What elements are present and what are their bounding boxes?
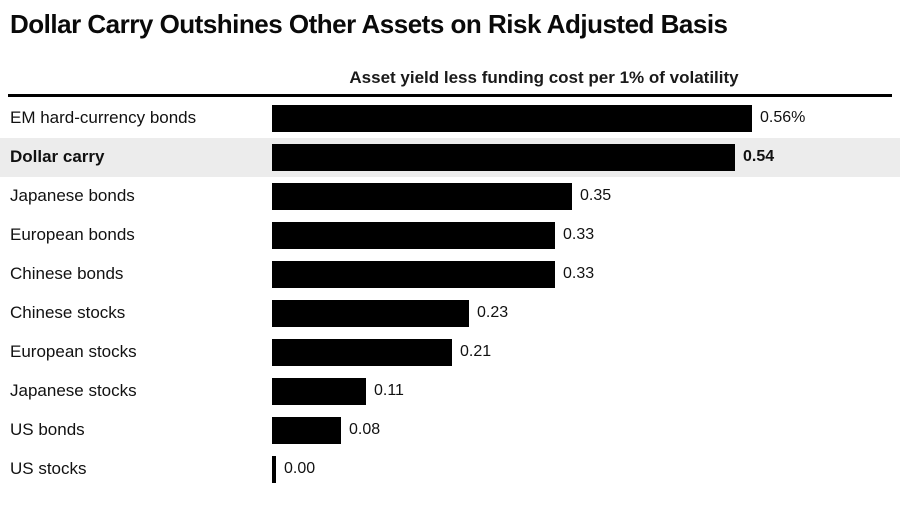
bar-area: 0.35 bbox=[272, 177, 900, 216]
category-label: Chinese bonds bbox=[10, 264, 124, 284]
bar bbox=[272, 104, 752, 132]
bar bbox=[272, 338, 452, 366]
chart-rows: EM hard-currency bonds 0.56% Dollar carr… bbox=[0, 99, 900, 489]
axis-rule bbox=[8, 93, 892, 97]
bar-area: 0.08 bbox=[272, 411, 900, 450]
bar-row: Japanese stocks 0.11 bbox=[0, 372, 900, 411]
bar-row: US bonds 0.08 bbox=[0, 411, 900, 450]
value-label: 0.33 bbox=[563, 226, 595, 244]
value-label: 0.56% bbox=[760, 109, 806, 127]
value-label: 0.54 bbox=[743, 148, 775, 166]
bar bbox=[272, 299, 469, 327]
bar-area: 0.33 bbox=[272, 216, 900, 255]
bar-row: Dollar carry 0.54 bbox=[0, 137, 900, 177]
chart-subtitle: Asset yield less funding cost per 1% of … bbox=[349, 67, 739, 87]
category-label: Chinese stocks bbox=[10, 303, 126, 323]
bar bbox=[272, 377, 366, 405]
category-label: Japanese stocks bbox=[10, 381, 137, 401]
bar-area: 0.56% bbox=[272, 99, 900, 138]
bar-row: US stocks 0.00 bbox=[0, 450, 900, 489]
bar bbox=[272, 143, 735, 171]
bar-area: 0.23 bbox=[272, 294, 900, 333]
value-label: 0.23 bbox=[477, 304, 509, 322]
bar-row: European stocks 0.21 bbox=[0, 333, 900, 372]
bar-area: 0.33 bbox=[272, 255, 900, 294]
category-label: European bonds bbox=[10, 225, 135, 245]
bar-row: EM hard-currency bonds 0.56% bbox=[0, 99, 900, 138]
value-label: 0.33 bbox=[563, 265, 595, 283]
bar bbox=[272, 416, 341, 444]
bar bbox=[272, 455, 276, 483]
bar bbox=[272, 260, 555, 288]
bar bbox=[272, 221, 555, 249]
value-label: 0.21 bbox=[460, 343, 492, 361]
category-label: US bonds bbox=[10, 420, 85, 440]
bar-row: Chinese stocks 0.23 bbox=[0, 294, 900, 333]
bar-row: Chinese bonds 0.33 bbox=[0, 255, 900, 294]
bar-area: 0.54 bbox=[272, 138, 900, 177]
category-label: US stocks bbox=[10, 459, 87, 479]
value-label: 0.08 bbox=[349, 421, 381, 439]
category-label: EM hard-currency bonds bbox=[10, 108, 197, 128]
bar-area: 0.00 bbox=[272, 450, 900, 489]
value-label: 0.00 bbox=[284, 460, 316, 478]
category-label: Dollar carry bbox=[10, 147, 105, 167]
value-label: 0.35 bbox=[580, 187, 612, 205]
category-label: Japanese bonds bbox=[10, 186, 135, 206]
bar-row: European bonds 0.33 bbox=[0, 216, 900, 255]
bar-area: 0.21 bbox=[272, 333, 900, 372]
value-label: 0.11 bbox=[374, 382, 404, 400]
bar-area: 0.11 bbox=[272, 372, 900, 411]
bar bbox=[272, 182, 572, 210]
category-label: European stocks bbox=[10, 342, 137, 362]
chart-title: Dollar Carry Outshines Other Assets on R… bbox=[10, 9, 728, 39]
bar-row: Japanese bonds 0.35 bbox=[0, 177, 900, 216]
